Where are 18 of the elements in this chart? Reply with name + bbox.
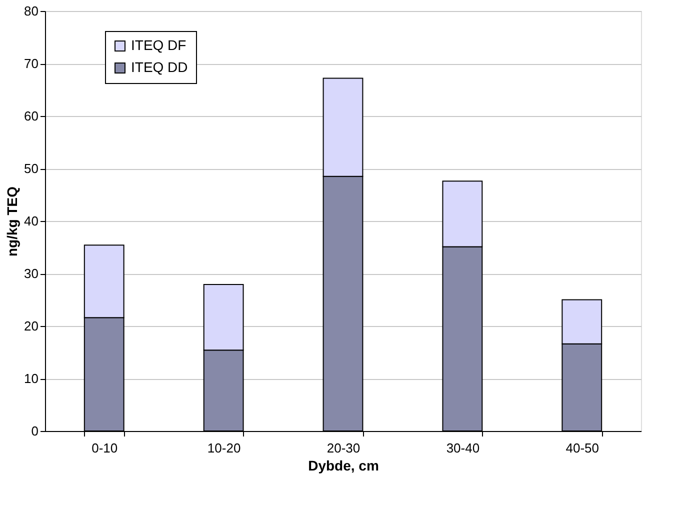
y-tick-label: 40 [24,214,38,228]
y-tick-label: 10 [24,371,38,386]
x-tick-label: 0-10 [92,440,118,456]
x-tick-label: 10-20 [207,440,241,456]
y-axis-title: ng/kg TEQ [4,186,20,256]
y-tick-label: 50 [24,161,38,176]
y-tick-label: 30 [24,266,38,281]
x-axis-title: Dybde, cm [308,458,379,474]
y-tick-label: 80 [24,4,38,18]
y-tick-label: 70 [24,56,38,71]
x-tick-label: 40-50 [566,440,600,456]
y-tick-label: 0 [31,424,38,438]
y-tick-label: 60 [24,108,38,124]
x-tick-label: 20-30 [326,440,360,456]
legend-label: ITEQ DD [131,59,188,75]
y-tick-label: 20 [24,318,38,334]
legend-label: ITEQ DF [131,37,186,53]
x-tick-label: 30-40 [446,440,480,456]
